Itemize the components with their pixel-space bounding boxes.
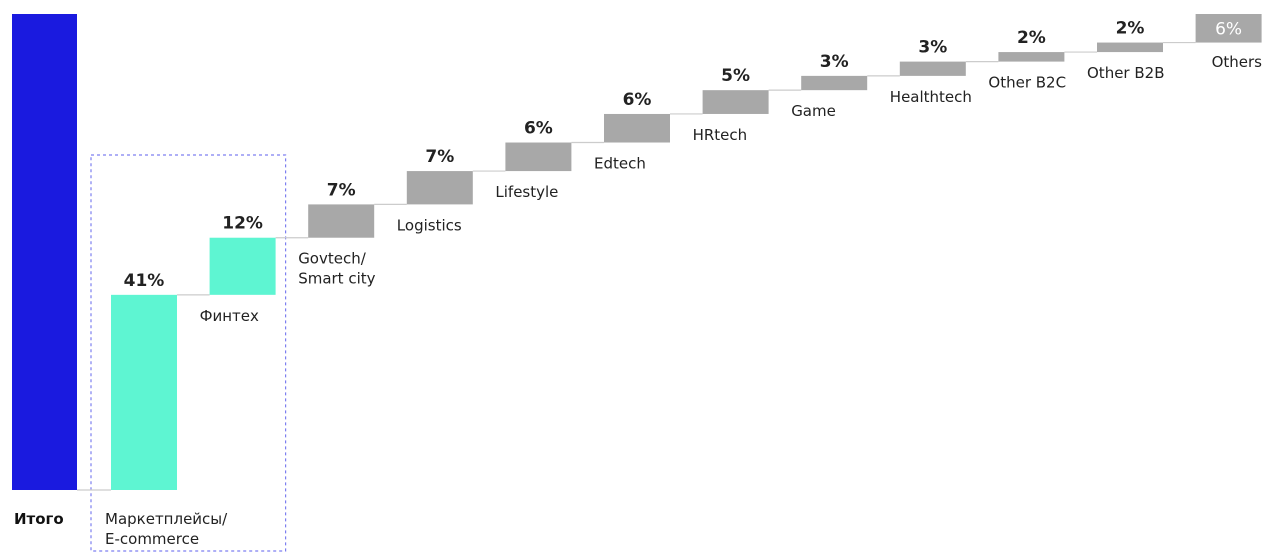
value-label-healthtech: 3% — [918, 38, 947, 58]
category-label-govtech-smart-city: Govtech/Smart city — [298, 250, 375, 288]
value-label-others: 6% — [1215, 19, 1242, 39]
bar-маркетплейсы-e-commerce — [111, 294, 177, 490]
category-label-маркетплейсы-e-commerce: Маркетплейсы/E-commerce — [105, 510, 228, 548]
bar-lifestyle — [505, 142, 572, 172]
category-label-other-b2c: Other B2C — [988, 74, 1066, 92]
bar-total — [12, 14, 77, 490]
bar-edtech — [604, 113, 670, 143]
label-total: Итого — [14, 510, 64, 528]
category-label-others: Others — [1212, 53, 1263, 71]
value-label-other-b2b: 2% — [1116, 19, 1145, 39]
value-label-маркетплейсы-e-commerce: 41% — [124, 271, 165, 291]
value-label-game: 3% — [820, 52, 849, 72]
category-label-game: Game — [791, 102, 836, 120]
value-label-lifestyle: 6% — [524, 119, 553, 139]
value-label-edtech: 6% — [623, 90, 652, 110]
bar-govtech-smart-city — [308, 204, 375, 238]
category-label-финтех: Финтех — [200, 307, 259, 325]
category-label-edtech: Edtech — [594, 155, 646, 173]
bar-healthtech — [899, 61, 966, 76]
value-label-logistics: 7% — [425, 147, 454, 167]
highlight-group-box — [90, 154, 287, 552]
category-label-logistics: Logistics — [397, 216, 462, 234]
category-label-healthtech: Healthtech — [890, 88, 972, 106]
category-label-other-b2b: Other B2B — [1087, 64, 1164, 82]
value-label-govtech-smart-city: 7% — [327, 180, 356, 200]
category-label-hrtech: HRtech — [693, 126, 748, 144]
bar-hrtech — [702, 90, 769, 114]
value-label-финтех: 12% — [222, 214, 263, 234]
bar-others — [1195, 14, 1262, 43]
bar-other-b2c — [998, 52, 1065, 62]
value-label-other-b2c: 2% — [1017, 28, 1046, 48]
category-label-lifestyle: Lifestyle — [495, 183, 558, 201]
bar-logistics — [406, 171, 473, 205]
bar-other-b2b — [1097, 42, 1163, 53]
bar-финтех — [209, 237, 276, 295]
value-label-hrtech: 5% — [721, 66, 750, 86]
bar-game — [801, 75, 868, 91]
